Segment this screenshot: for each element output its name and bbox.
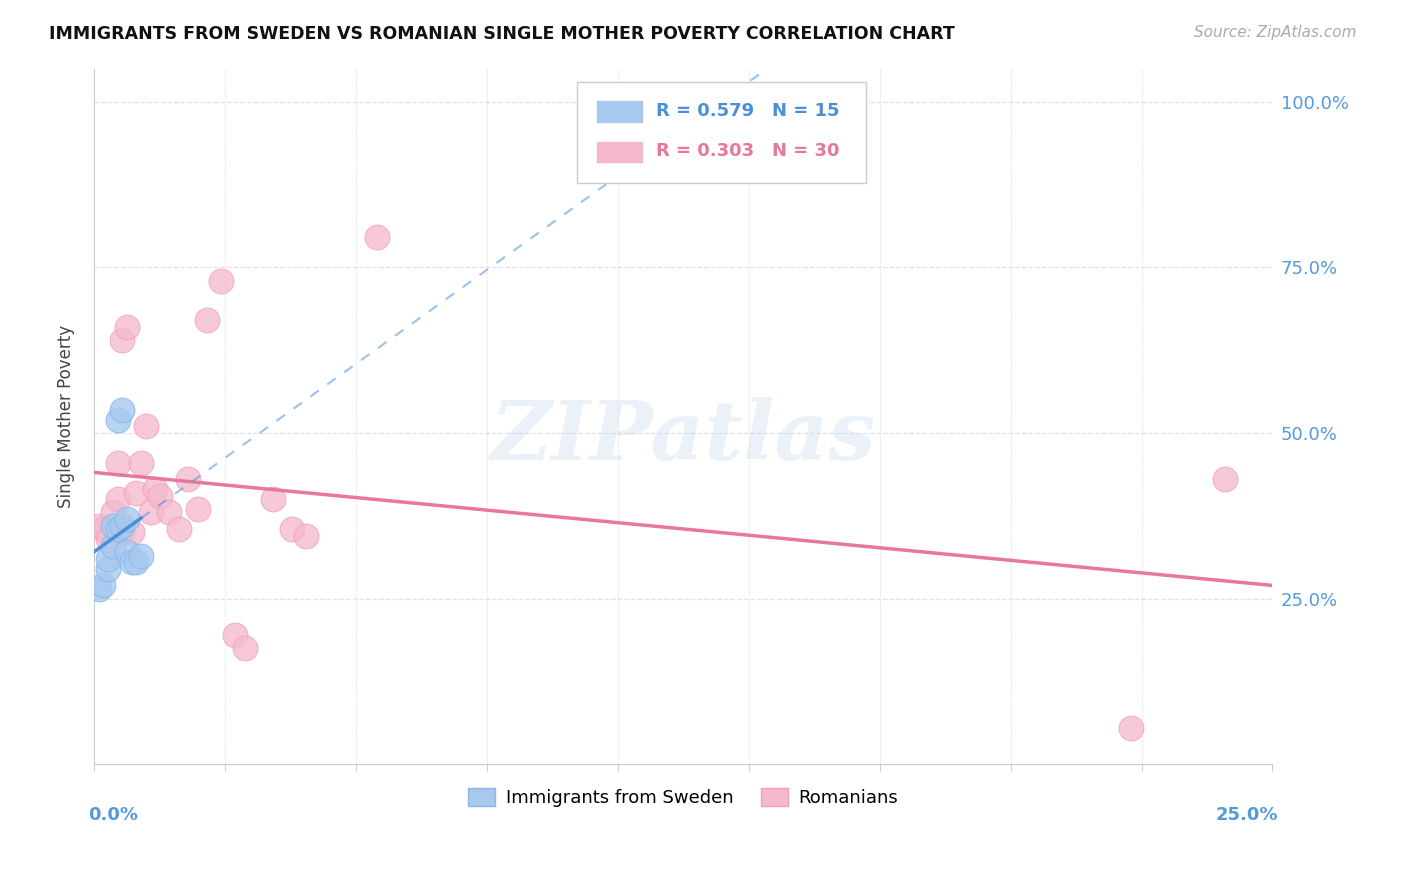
Point: [115, 512, 138, 526]
Point: [366, 230, 388, 244]
Text: IMMIGRANTS FROM SWEDEN VS ROMANIAN SINGLE MOTHER POVERTY CORRELATION CHART: IMMIGRANTS FROM SWEDEN VS ROMANIAN SINGL…: [49, 25, 955, 43]
Point: [139, 506, 162, 520]
Point: [1215, 472, 1237, 486]
Text: 25.0%: 25.0%: [1216, 806, 1278, 824]
Point: [115, 320, 138, 334]
Point: [93, 522, 115, 536]
Point: [87, 582, 110, 596]
Point: [187, 502, 209, 516]
Point: [97, 532, 120, 546]
Point: [101, 539, 124, 553]
Point: [111, 518, 134, 533]
Point: [125, 555, 148, 569]
Point: [129, 549, 152, 563]
Point: [143, 483, 166, 497]
Bar: [598, 101, 643, 122]
Text: N = 30: N = 30: [772, 143, 839, 161]
Legend: Immigrants from Sweden, Romanians: Immigrants from Sweden, Romanians: [461, 780, 905, 814]
Point: [111, 333, 134, 347]
Text: 0.0%: 0.0%: [89, 806, 138, 824]
Point: [111, 402, 134, 417]
Point: [125, 485, 148, 500]
Text: R = 0.303: R = 0.303: [657, 143, 754, 161]
Point: [87, 518, 110, 533]
Point: [135, 419, 157, 434]
Point: [115, 545, 138, 559]
Point: [97, 552, 120, 566]
Text: ZIPatlas: ZIPatlas: [491, 397, 876, 477]
Text: Source: ZipAtlas.com: Source: ZipAtlas.com: [1194, 25, 1357, 40]
Point: [157, 506, 180, 520]
Y-axis label: Single Mother Poverty: Single Mother Poverty: [58, 325, 75, 508]
Point: [101, 506, 124, 520]
Bar: [598, 142, 643, 162]
Point: [121, 525, 143, 540]
Point: [209, 274, 232, 288]
Point: [1119, 721, 1142, 735]
FancyBboxPatch shape: [576, 82, 866, 184]
Point: [224, 628, 246, 642]
Point: [111, 525, 134, 540]
Point: [129, 456, 152, 470]
Point: [281, 522, 304, 536]
Point: [93, 578, 115, 592]
Point: [121, 555, 143, 569]
Point: [107, 413, 129, 427]
Point: [167, 522, 190, 536]
Point: [107, 456, 129, 470]
Point: [295, 529, 318, 543]
Point: [107, 522, 129, 536]
Point: [97, 562, 120, 576]
Point: [177, 472, 200, 486]
Point: [195, 313, 218, 327]
Text: R = 0.579: R = 0.579: [657, 102, 754, 120]
Point: [262, 492, 284, 507]
Point: [233, 641, 256, 656]
Point: [149, 489, 172, 503]
Point: [101, 518, 124, 533]
Point: [107, 492, 129, 507]
Text: N = 15: N = 15: [772, 102, 839, 120]
